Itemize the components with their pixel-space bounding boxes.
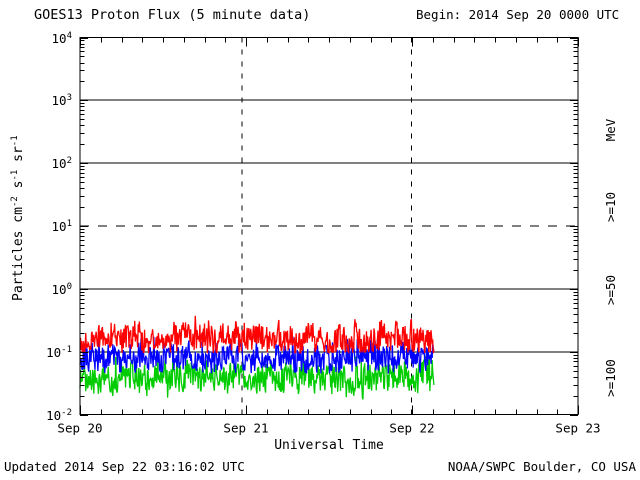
y-tick-label: 10-1 xyxy=(46,345,72,360)
y-axis-title-sup2: -1 xyxy=(10,170,20,181)
y-tick-label: 103 xyxy=(52,93,72,108)
legend: MeV >=10 >=50 >=100 xyxy=(603,118,618,397)
x-tick-label: Sep 20 xyxy=(57,421,102,436)
y-tick-label: 10-2 xyxy=(46,408,72,423)
legend-label-ge50: >=50 xyxy=(603,275,618,305)
y-axis-title-sup3: -1 xyxy=(10,135,20,146)
footer-updated: Updated 2014 Sep 22 03:16:02 UTC xyxy=(4,459,245,474)
legend-item-ge10: >=10 xyxy=(603,192,618,222)
legend-label-ge10: >=10 xyxy=(603,192,618,222)
footer-source: NOAA/SWPC Boulder, CO USA xyxy=(448,459,637,474)
x-tick-label: Sep 21 xyxy=(223,421,268,436)
x-tick-label: Sep 22 xyxy=(389,421,434,436)
trace-ge10mev xyxy=(79,315,435,355)
x-tick-labels: Sep 20 Sep 21 Sep 22 Sep 23 xyxy=(57,421,600,436)
y-tick-label: 100 xyxy=(52,282,72,297)
page-title: GOES13 Proton Flux (5 minute data) xyxy=(34,7,310,23)
svg-text:Particles cm-2 s-1 sr-1: Particles cm-2 s-1 sr-1 xyxy=(6,81,26,372)
plot-frame xyxy=(79,36,579,416)
trace-ge100mev xyxy=(79,356,435,400)
x-tick-label: Sep 23 xyxy=(555,421,600,436)
legend-item-ge100: >=100 xyxy=(603,359,618,397)
y-axis-title-mid2: sr xyxy=(11,146,26,162)
legend-unit: MeV xyxy=(603,118,618,141)
y-axis-title-sup1: -2 xyxy=(10,196,20,207)
svg-text:MeV: MeV xyxy=(603,118,618,141)
legend-item-ge50: >=50 xyxy=(603,275,618,305)
legend-label-ge100: >=100 xyxy=(603,359,618,397)
data-traces xyxy=(79,315,435,400)
y-tick-label: 101 xyxy=(52,219,72,234)
y-axis-title: Particles cm-2 s-1 sr-1 xyxy=(6,81,26,372)
y-tick-labels: 104 103 102 101 100 10-1 10-2 xyxy=(46,31,72,423)
y-axis-title-main: Particles cm xyxy=(11,207,26,301)
y-tick-marks xyxy=(80,38,578,416)
y-tick-label: 102 xyxy=(52,156,72,171)
begin-time-label: Begin: 2014 Sep 20 0000 UTC xyxy=(416,7,619,22)
x-axis-title: Universal Time xyxy=(274,438,384,453)
y-axis-title-mid: s xyxy=(11,181,26,189)
x-tick-marks xyxy=(80,37,579,415)
y-tick-label: 104 xyxy=(52,31,72,46)
